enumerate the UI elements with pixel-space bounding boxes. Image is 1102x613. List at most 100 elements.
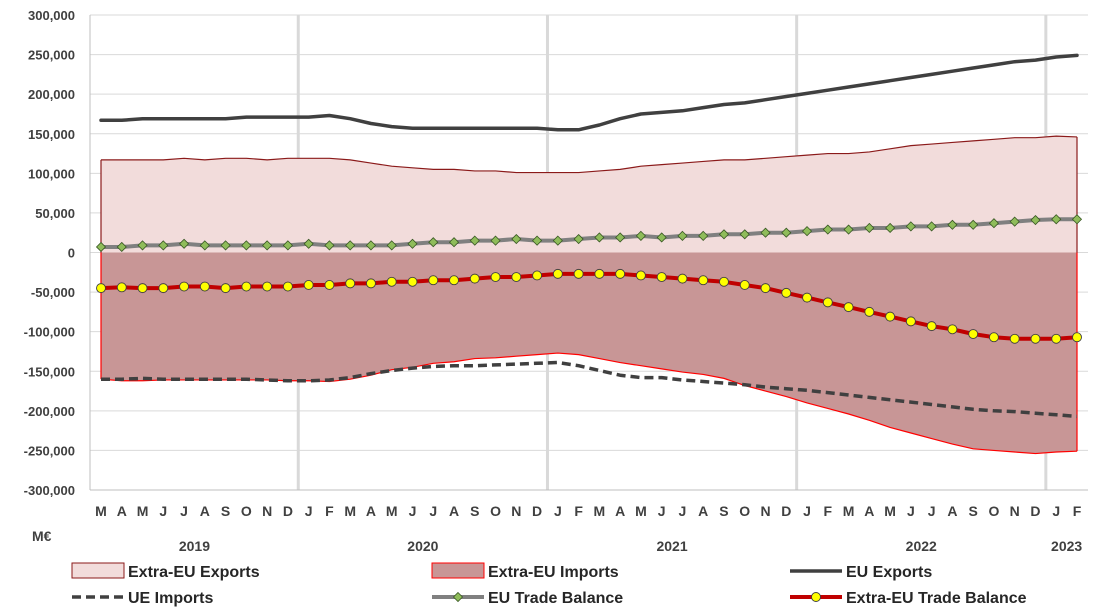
point-extra-eu-trade-balance (1051, 333, 1062, 344)
point-eu-trade-balance (698, 230, 709, 241)
point-eu-trade-balance (947, 219, 958, 230)
x-tick-label: J (554, 503, 562, 519)
point-eu-trade-balance (282, 240, 293, 251)
point-eu-trade-balance (635, 230, 646, 241)
point-eu-trade-balance (386, 240, 397, 251)
point-extra-eu-trade-balance (407, 276, 418, 287)
x-tick-label: N (1010, 503, 1020, 519)
point-extra-eu-trade-balance (926, 321, 937, 332)
x-tick-label: J (679, 503, 687, 519)
legend-item-extra-eu-trade-balance: Extra-EU Trade Balance (790, 590, 1027, 607)
point-eu-trade-balance (822, 224, 833, 235)
x-tick-label: A (864, 503, 874, 519)
point-eu-trade-balance (220, 240, 231, 251)
x-tick-label: A (615, 503, 625, 519)
point-extra-eu-trade-balance (303, 280, 314, 290)
point-extra-eu-trade-balance (864, 306, 875, 317)
x-tick-label: O (241, 503, 252, 519)
x-tick-label: S (719, 503, 728, 519)
x-tick-label: D (532, 503, 542, 519)
legend-marker (452, 591, 464, 603)
point-eu-trade-balance (428, 237, 439, 248)
point-extra-eu-trade-balance (469, 273, 480, 284)
x-tick-label: M (344, 503, 356, 519)
x-tick-label: J (803, 503, 811, 519)
point-eu-trade-balance (158, 240, 169, 251)
point-extra-eu-trade-balance (96, 283, 106, 294)
x-tick-label: J (928, 503, 936, 519)
point-extra-eu-trade-balance (1030, 333, 1041, 344)
x-tick-label: M (386, 503, 398, 519)
point-extra-eu-trade-balance (1072, 332, 1082, 343)
x-tick-label: S (221, 503, 230, 519)
point-extra-eu-trade-balance (428, 275, 439, 286)
point-eu-trade-balance (407, 238, 418, 249)
point-extra-eu-trade-balance (947, 324, 958, 335)
point-eu-trade-balance (116, 241, 127, 253)
line-ue-imports (101, 360, 1078, 419)
x-tick-label: D (1030, 503, 1040, 519)
point-extra-eu-trade-balance (179, 281, 190, 292)
unit-label: M€ (32, 528, 52, 544)
x-tick-label: J (305, 503, 313, 519)
x-tick-label: J (429, 503, 437, 519)
point-eu-trade-balance (137, 240, 148, 251)
point-eu-trade-balance (968, 219, 979, 230)
y-tick-label: -300,000 (24, 483, 75, 498)
point-eu-trade-balance (781, 227, 792, 238)
point-eu-trade-balance (656, 232, 667, 243)
point-eu-trade-balance (365, 240, 377, 251)
point-eu-trade-balance (843, 224, 854, 235)
point-eu-trade-balance (739, 229, 750, 240)
point-eu-trade-balance (760, 227, 771, 238)
x-tick-label: M (635, 503, 647, 519)
x-tick-label: M (843, 503, 855, 519)
point-extra-eu-trade-balance (282, 281, 293, 292)
point-eu-trade-balance (801, 226, 813, 237)
x-tick-label: M (137, 503, 149, 519)
point-eu-trade-balance (1009, 216, 1020, 227)
x-tick-label: J (907, 503, 915, 519)
legend-item-extra-eu-exports: Extra-EU Exports (71, 562, 260, 581)
point-eu-trade-balance (1030, 214, 1041, 226)
point-eu-trade-balance (199, 240, 210, 251)
y-tick-label: -150,000 (24, 364, 75, 379)
point-extra-eu-trade-balance (449, 275, 459, 286)
point-extra-eu-trade-balance (802, 292, 812, 303)
point-extra-eu-trade-balance (366, 278, 376, 289)
point-eu-trade-balance (262, 240, 273, 251)
point-eu-trade-balance (905, 221, 916, 232)
legend-item-ue-imports: UE Imports (72, 590, 213, 607)
legend-label: Extra-EU Imports (488, 564, 619, 581)
point-eu-trade-balance (864, 222, 875, 234)
y-axis: 300,000 250,000 200,000 150,000 100,000 50,00… (24, 8, 75, 498)
x-tick-label: A (698, 503, 708, 519)
x-tick-label: S (470, 503, 479, 519)
x-tick-label: M (594, 503, 606, 519)
point-extra-eu-trade-balance (843, 302, 854, 313)
point-eu-trade-balance (511, 233, 522, 245)
legend-swatch (71, 562, 125, 579)
legend: Extra-EU Exports Extra-EU Imports EU Expor… (71, 562, 1027, 607)
y-tick-label: 300,000 (28, 8, 75, 23)
y-tick-label: -200,000 (24, 404, 75, 419)
point-extra-eu-trade-balance (386, 276, 397, 287)
point-eu-trade-balance (594, 232, 605, 243)
point-eu-trade-balance (615, 232, 626, 243)
point-extra-eu-trade-balance (262, 281, 273, 292)
x-tick-label: M (884, 503, 896, 519)
x-tick-label: A (117, 503, 127, 519)
x-tick-label: J (1052, 503, 1060, 519)
point-eu-trade-balance (677, 230, 688, 241)
y-tick-label: 50,000 (35, 206, 75, 221)
x-tick-label: J (159, 503, 167, 519)
point-extra-eu-trade-balance (760, 283, 771, 294)
point-extra-eu-trade-balance (885, 311, 896, 322)
point-eu-trade-balance (532, 235, 543, 246)
point-extra-eu-trade-balance (1009, 333, 1020, 344)
legend-marker (811, 592, 821, 602)
x-tick-label: A (449, 503, 459, 519)
